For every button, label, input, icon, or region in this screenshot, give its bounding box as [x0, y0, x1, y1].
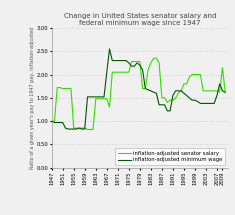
inflation-adjusted minimum wage [169, 110, 172, 112]
Line: inflation-adjusted minimum wage: inflation-adjusted minimum wage [52, 49, 225, 129]
inflation-adjusted senator salary [149, 62, 152, 64]
Y-axis label: Ratio of a given year's pay to 1947 pay, inflation-adjusted: Ratio of a given year's pay to 1947 pay,… [30, 27, 35, 169]
inflation-adjusted minimum wage [166, 110, 169, 112]
inflation-adjusted minimum wage [127, 62, 130, 64]
inflation-adjusted minimum wage [108, 48, 111, 50]
inflation-adjusted senator salary [169, 99, 172, 101]
Legend: inflation-adjusted senator salary, inflation-adjusted minimum wage: inflation-adjusted senator salary, infla… [115, 148, 225, 165]
inflation-adjusted minimum wage [50, 120, 53, 122]
inflation-adjusted senator salary [166, 101, 169, 104]
inflation-adjusted minimum wage [152, 91, 155, 94]
inflation-adjusted minimum wage [75, 128, 78, 130]
inflation-adjusted senator salary [224, 91, 227, 94]
Line: inflation-adjusted senator salary: inflation-adjusted senator salary [52, 58, 225, 129]
inflation-adjusted minimum wage [141, 69, 144, 71]
inflation-adjusted senator salary [152, 57, 155, 60]
inflation-adjusted minimum wage [224, 91, 227, 94]
Title: Change in United States senator salary and
federal minimum wage since 1947: Change in United States senator salary a… [64, 13, 216, 26]
inflation-adjusted senator salary [50, 120, 53, 122]
inflation-adjusted senator salary [86, 128, 89, 131]
inflation-adjusted senator salary [138, 60, 141, 63]
inflation-adjusted senator salary [125, 71, 127, 74]
inflation-adjusted senator salary [72, 127, 75, 129]
inflation-adjusted minimum wage [67, 128, 70, 130]
